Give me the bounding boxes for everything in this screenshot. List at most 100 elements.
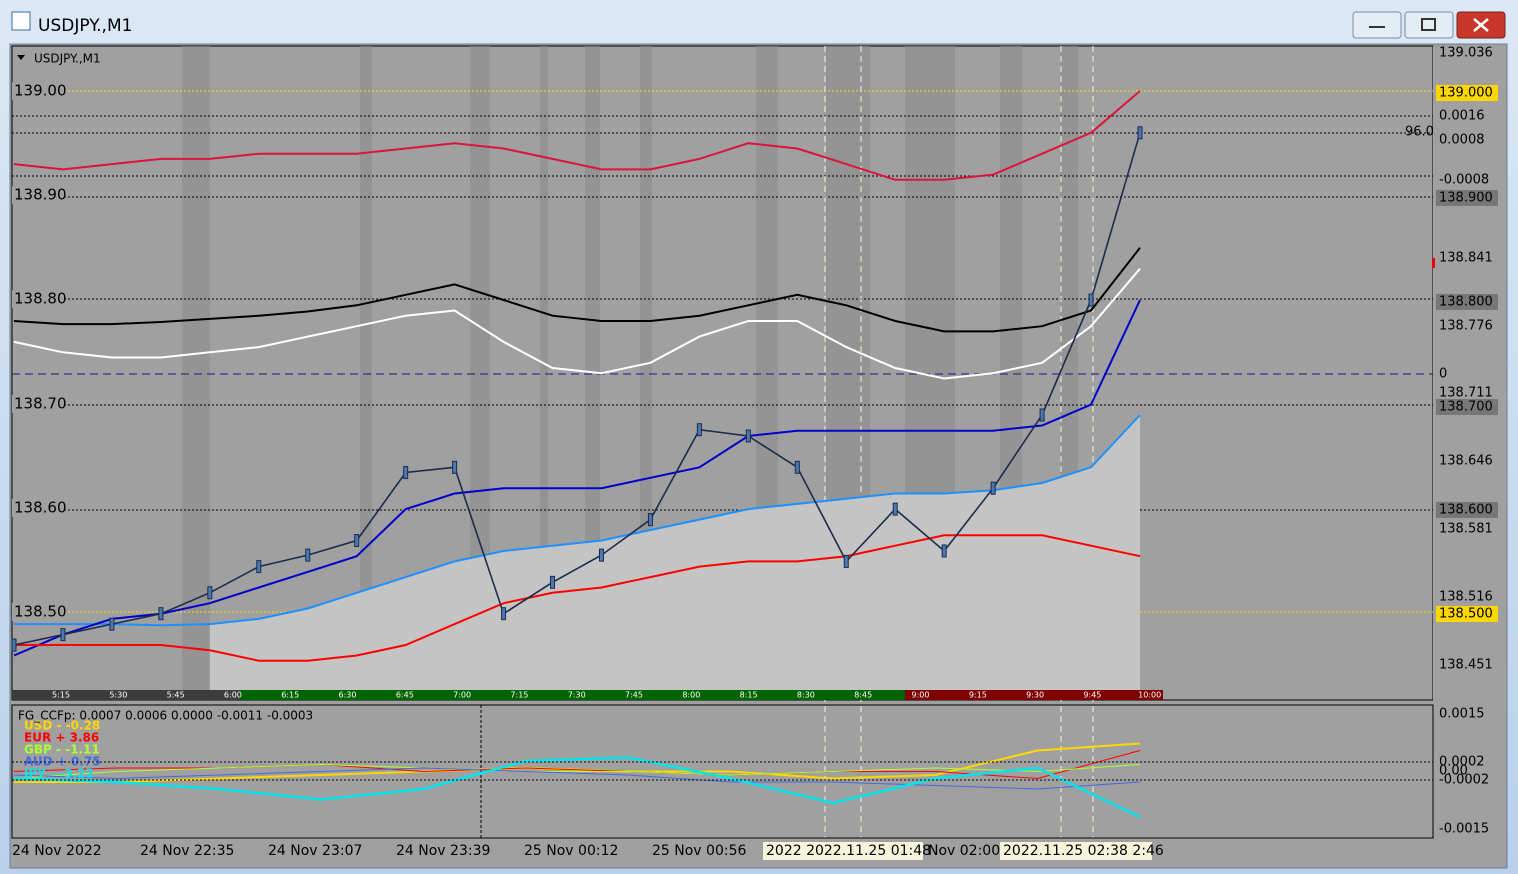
time-axis-label: 2022.11.25 02:38 2:46	[1003, 843, 1164, 859]
candle	[403, 466, 409, 480]
right-price-label: 139.000	[1439, 86, 1493, 101]
left-label-bg	[12, 395, 62, 413]
right-price-label: -0.0008	[1439, 173, 1489, 188]
candle	[109, 617, 115, 631]
candle	[1039, 408, 1045, 422]
indicator-line	[13, 247, 1141, 333]
right-price-label: 138.776	[1439, 319, 1493, 334]
session-shade	[540, 46, 548, 690]
time-strip-label: 5:15	[52, 691, 70, 700]
time-strip-label: 9:15	[969, 691, 987, 700]
time-axis-label: 24 Nov 2022	[12, 843, 102, 859]
candle	[598, 548, 604, 562]
candle	[1088, 293, 1094, 307]
left-price-label: 138.80	[14, 290, 67, 308]
right-price-label: 138.800	[1439, 295, 1493, 310]
price-line	[13, 132, 1141, 646]
currency-line	[13, 756, 1141, 819]
candle	[843, 554, 849, 568]
right-price-label: 0.0008	[1439, 133, 1485, 148]
symbol-arrow	[17, 55, 25, 60]
strip-grey	[12, 690, 240, 700]
time-axis-label: 24 Nov 23:39	[396, 843, 490, 859]
session-shade	[182, 46, 210, 690]
right-price-label: 138.711	[1439, 386, 1493, 401]
symbol-label: USDJPY.,M1	[34, 52, 101, 66]
area-fill	[209, 415, 1141, 690]
price-tag	[1436, 502, 1498, 518]
close-icon	[1473, 18, 1489, 32]
candle	[207, 586, 213, 600]
time-strip-label: 6:15	[281, 691, 299, 700]
legend-entry: AUD + 0.75	[24, 755, 101, 769]
session-shade	[360, 46, 372, 690]
time-tag	[1000, 842, 1152, 860]
left-label-bg	[12, 499, 62, 517]
legend-entry: EUR + 3.86	[24, 731, 99, 745]
time-axis-label: 25 Nov 00:12	[524, 843, 618, 859]
time-axis-label: 24 Nov 22:35	[140, 843, 234, 859]
indicator-plot	[11, 704, 1434, 839]
maximize-button[interactable]	[1404, 11, 1454, 39]
candle	[452, 460, 458, 474]
left-price-label: 139.00	[14, 82, 67, 100]
time-strip-label: 7:15	[510, 691, 528, 700]
time-strip-label: 7:00	[453, 691, 471, 700]
right-price-label: 138.900	[1439, 191, 1493, 206]
indicator-axis-label: 0.0002	[1439, 755, 1485, 770]
candle	[550, 575, 556, 589]
candle	[501, 607, 507, 621]
right-price-label: 138.646	[1439, 454, 1493, 469]
strip-red	[905, 690, 1163, 700]
price-tag	[1436, 399, 1498, 415]
chart-layer: USDJPY.,M1 139.00 138.90 138.80 138.70 138.60…	[11, 45, 1505, 860]
left-price-label: 138.70	[14, 395, 67, 413]
price-tag	[1436, 294, 1498, 310]
indicator-line	[13, 299, 1141, 657]
price-tag	[1436, 606, 1498, 622]
time-strip-label: 8:15	[740, 691, 758, 700]
right-price-label: 139.036	[1439, 46, 1493, 61]
indicator-axis-label: 0.00	[1439, 764, 1468, 779]
price-tag	[1436, 190, 1498, 206]
window-icon	[11, 11, 31, 31]
indicator-axis-label: -0.0015	[1439, 822, 1489, 837]
candle	[941, 544, 947, 558]
minimize-button[interactable]	[1352, 11, 1402, 39]
time-axis-label: Nov 02:00	[928, 843, 1000, 859]
left-label-bg	[12, 186, 62, 204]
candle	[745, 429, 751, 443]
time-strip-label: 8:30	[797, 691, 815, 700]
candle	[60, 628, 66, 642]
left-label-bg	[12, 290, 62, 308]
legend-entry: JPY - -3.22	[23, 767, 94, 781]
indicator-axis-label: 0.0015	[1439, 707, 1485, 722]
maximize-icon	[1421, 18, 1436, 31]
candle	[696, 423, 702, 437]
indicator-line	[13, 268, 1141, 380]
left-price-label: 138.50	[14, 603, 67, 621]
right-price-label: 138.841	[1439, 251, 1493, 266]
time-axis-label: 24 Nov 23:07	[268, 843, 362, 859]
candle	[892, 502, 898, 516]
candle	[158, 607, 164, 621]
right-price-label: 138.600	[1439, 503, 1493, 518]
left-label-bg	[12, 603, 62, 621]
left-price-label: 138.90	[14, 186, 67, 204]
indicator-header: FG_CCFp: 0.0007 0.0006 0.0000 -0.0011 -0…	[18, 709, 313, 723]
candle	[256, 560, 262, 574]
time-strip-label: 6:30	[339, 691, 357, 700]
time-tag	[763, 842, 923, 860]
time-strip-label: 6:00	[224, 691, 242, 700]
right-price-label: 0.0016	[1439, 109, 1485, 124]
indicator-line	[14, 414, 1141, 627]
candle	[354, 534, 360, 547]
time-strip-label: 9:00	[912, 691, 930, 700]
strip-green	[240, 690, 905, 700]
time-axis-label: 25 Nov 00:56	[652, 843, 746, 859]
time-strip-label: 8:45	[854, 691, 872, 700]
right-price-label: 138.516	[1439, 590, 1493, 605]
currency-line	[13, 750, 1141, 780]
